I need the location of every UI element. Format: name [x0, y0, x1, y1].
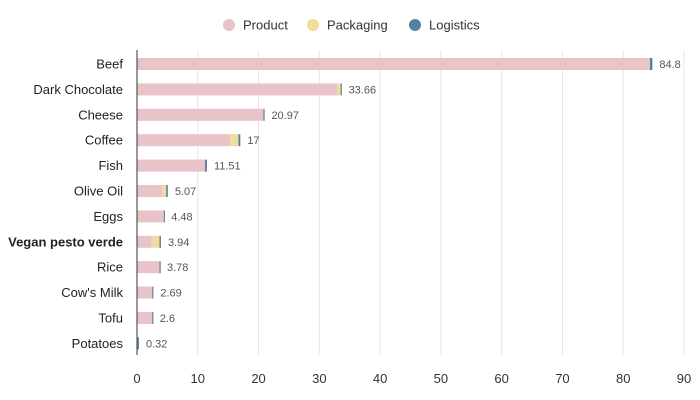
x-tick-label: 90 — [677, 371, 691, 386]
x-tick-label: 10 — [191, 371, 205, 386]
bar-segment-packaging — [336, 83, 341, 96]
bar-segment-logistics — [159, 261, 161, 274]
x-tick-label: 0 — [133, 371, 140, 386]
category-label: Dark Chocolate — [33, 82, 123, 97]
bar-total-label: 0.32 — [146, 338, 167, 350]
bar-total-label: 11.51 — [214, 161, 241, 173]
legend-label: Logistics — [429, 18, 480, 33]
bar-segment-product — [137, 58, 650, 70]
bar-segment-packaging — [163, 210, 165, 223]
x-tick-label: 70 — [555, 371, 569, 386]
bar-segment-packaging — [229, 134, 239, 147]
bar-segment-logistics — [263, 108, 265, 121]
bar-segment-logistics — [238, 134, 241, 147]
category-label: Eggs — [93, 209, 123, 224]
bar-segment-product — [137, 312, 153, 324]
bar-segment-logistics — [205, 159, 207, 172]
category-label: Rice — [97, 260, 123, 275]
bar-total-label: 3.78 — [167, 262, 188, 274]
x-tick-label: 80 — [616, 371, 630, 386]
bar-segment-product — [137, 83, 337, 96]
category-label: Fish — [98, 158, 123, 173]
bar-segment-logistics — [340, 83, 342, 96]
category-label: Potatoes — [72, 336, 124, 351]
category-label: Olive Oil — [74, 184, 123, 199]
bar-segment-product — [137, 235, 152, 248]
bar-segment-packaging — [161, 185, 167, 197]
x-tick-label: 30 — [312, 371, 326, 386]
bar-total-label: 33.66 — [349, 84, 377, 96]
legend-label: Product — [243, 18, 288, 33]
category-label: Vegan pesto verde — [8, 234, 123, 249]
bar-segment-product — [137, 337, 139, 350]
category-label: Cheese — [78, 107, 123, 122]
legend-swatch-product — [223, 19, 235, 31]
x-tick-label: 60 — [494, 371, 508, 386]
bar-segment-logistics — [137, 337, 139, 350]
bar-total-label: 3.94 — [168, 237, 189, 249]
legend-swatch-logistics — [409, 19, 421, 31]
x-tick-label: 40 — [373, 371, 387, 386]
bar-total-label: 4.48 — [171, 211, 192, 223]
bar-total-label: 2.69 — [160, 288, 181, 300]
bar-segment-packaging — [151, 235, 160, 248]
bar-segment-product — [137, 108, 264, 121]
bar-segment-logistics — [649, 58, 653, 70]
bar-segment-product — [137, 134, 230, 147]
bar-total-label: 17 — [247, 135, 259, 147]
bar-total-label: 20.97 — [271, 110, 299, 122]
bar-segment-logistics — [152, 312, 154, 324]
bar-segment-logistics — [152, 286, 154, 299]
bar-total-label: 2.6 — [160, 313, 175, 325]
bar-segment-product — [137, 210, 164, 223]
category-label: Beef — [96, 57, 123, 72]
legend-label: Packaging — [327, 18, 388, 33]
bar-segment-product — [137, 261, 160, 274]
legend-swatch-packaging — [307, 19, 319, 31]
bar-segment-logistics — [166, 185, 168, 197]
bar-segment-product — [137, 286, 153, 299]
bar-segment-product — [137, 185, 162, 197]
bar-segment-product — [137, 159, 206, 172]
category-label: Cow's Milk — [61, 285, 123, 300]
bar-total-label: 84.8 — [659, 59, 680, 71]
bar-segment-logistics — [163, 210, 165, 223]
x-tick-label: 20 — [251, 371, 265, 386]
x-tick-label: 50 — [434, 371, 448, 386]
bar-total-label: 5.07 — [175, 186, 196, 198]
category-label: Coffee — [85, 133, 123, 148]
bar-segment-logistics — [159, 235, 161, 248]
category-label: Tofu — [98, 311, 123, 326]
